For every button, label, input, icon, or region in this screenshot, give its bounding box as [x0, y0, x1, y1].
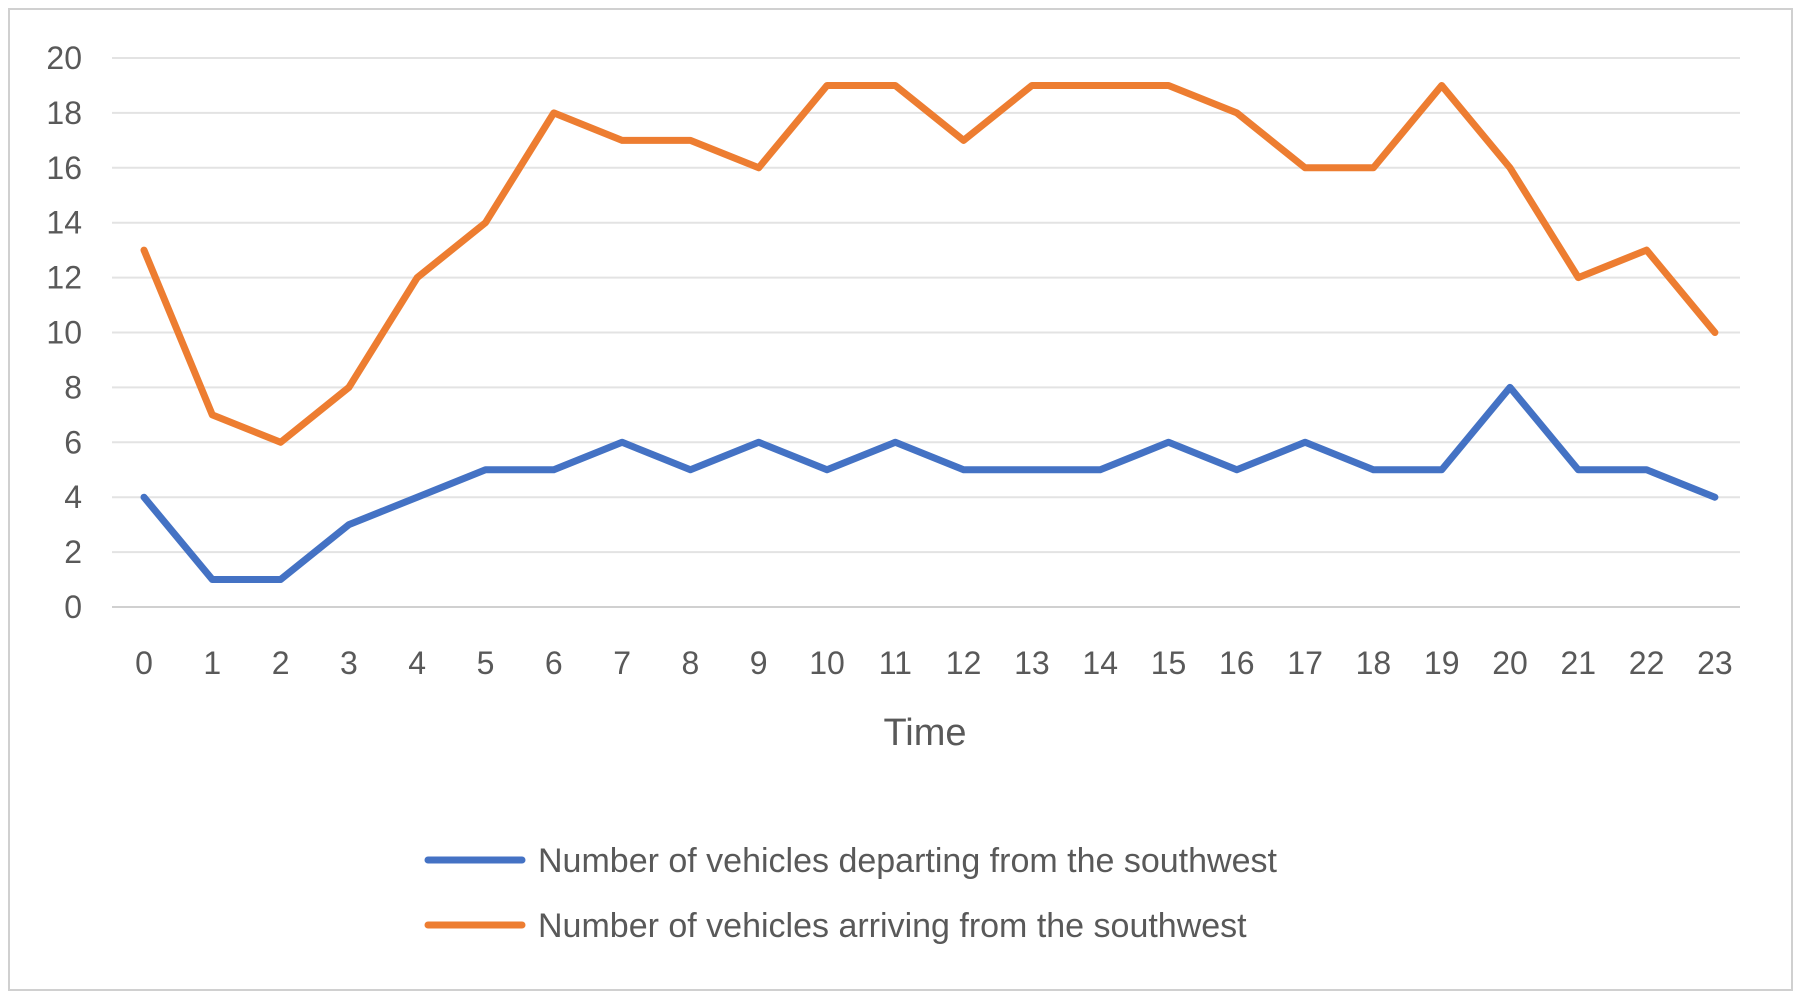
- y-tick-label: 12: [46, 260, 82, 296]
- chart-frame: [8, 8, 1793, 991]
- y-tick-label: 8: [64, 369, 82, 405]
- x-tick-label: 5: [477, 645, 495, 681]
- x-tick-label: 0: [135, 645, 153, 681]
- x-tick-label: 15: [1151, 645, 1187, 681]
- y-tick-label: 16: [46, 150, 82, 186]
- series-line-departing: [140, 383, 1719, 583]
- x-tick-label: 19: [1424, 645, 1460, 681]
- y-tick-label: 20: [46, 40, 82, 76]
- x-tick-label: 11: [879, 645, 912, 681]
- x-tick-label: 13: [1014, 645, 1050, 681]
- x-tick-label: 14: [1082, 645, 1118, 681]
- legend: Number of vehicles departing from the so…: [424, 842, 1277, 945]
- y-tick-label: 18: [46, 95, 82, 131]
- y-axis-ticks: 0 2 4 6 8 10 12 14 16 18 20: [46, 40, 82, 625]
- legend-label-departing: Number of vehicles departing from the so…: [538, 842, 1277, 880]
- x-tick-label: 18: [1356, 645, 1392, 681]
- x-tick-label: 12: [946, 645, 982, 681]
- x-tick-label: 16: [1219, 645, 1255, 681]
- y-tick-label: 2: [64, 534, 82, 570]
- x-tick-label: 10: [809, 645, 845, 681]
- x-tick-label: 23: [1697, 645, 1733, 681]
- series-lines: [140, 82, 1719, 583]
- x-tick-label: 2: [272, 645, 290, 681]
- x-tick-label: 6: [545, 645, 563, 681]
- x-tick-label: 8: [682, 645, 700, 681]
- x-tick-label: 4: [408, 645, 426, 681]
- x-tick-label: 21: [1561, 645, 1597, 681]
- legend-label-arriving: Number of vehicles arriving from the sou…: [538, 907, 1247, 945]
- x-tick-label: 7: [613, 645, 631, 681]
- x-tick-label: 22: [1629, 645, 1665, 681]
- x-tick-label: 17: [1287, 645, 1323, 681]
- x-tick-label: 9: [750, 645, 768, 681]
- series-line-arriving: [140, 82, 1719, 446]
- y-tick-label: 6: [64, 424, 82, 460]
- x-tick-label: 3: [340, 645, 358, 681]
- y-tick-label: 14: [46, 205, 82, 241]
- y-tick-label: 10: [46, 315, 82, 351]
- x-tick-label: 20: [1492, 645, 1528, 681]
- x-axis-title: Time: [883, 712, 966, 754]
- y-tick-label: 4: [64, 479, 82, 515]
- y-tick-label: 0: [64, 589, 82, 625]
- x-tick-label: 1: [203, 645, 221, 681]
- x-axis-ticks: 0 1 2 3 4 5 6 7 8 9 10 11 12 13 14 15 16 17 18 19 20 21 22 23: [135, 645, 1733, 681]
